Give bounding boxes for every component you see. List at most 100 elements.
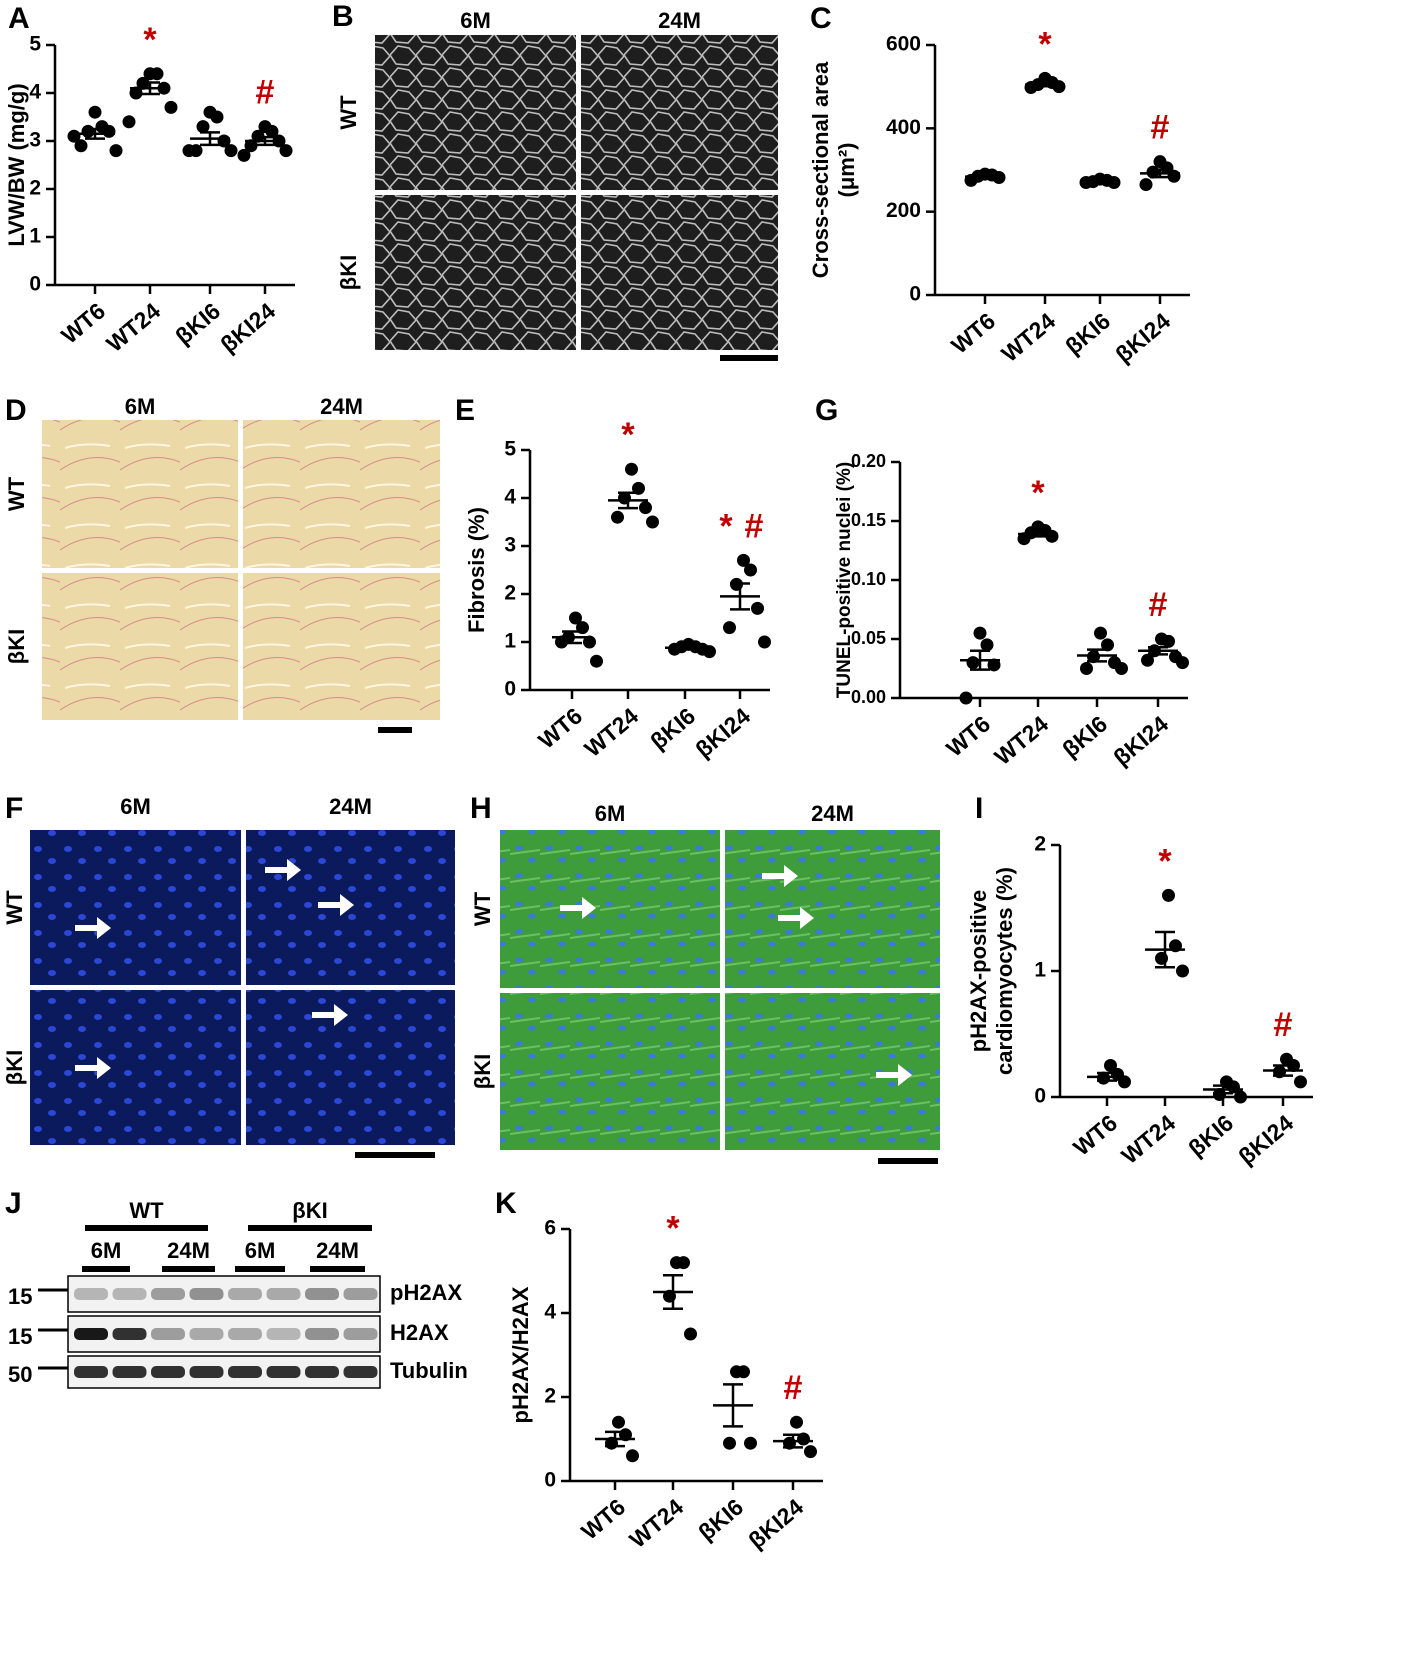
- data-point: [790, 1415, 803, 1429]
- y-tick-label: 0.05: [851, 628, 886, 648]
- y-tick-label: 0.15: [851, 510, 886, 530]
- error-bar: [1148, 646, 1168, 656]
- panel-letter: E: [455, 394, 475, 427]
- blot-band: [305, 1288, 339, 1300]
- error-bar: [1273, 1064, 1293, 1077]
- data-point: [804, 1445, 817, 1459]
- error-bar: [1090, 179, 1110, 184]
- x-tick-label: βKI24: [1110, 307, 1175, 367]
- data-point: [639, 501, 652, 515]
- significance-mark: #: [1151, 109, 1170, 147]
- y-tick-label: 0: [909, 283, 921, 306]
- arrow: [75, 917, 111, 939]
- micrograph: [246, 990, 455, 1145]
- blot-band: [74, 1366, 108, 1378]
- micrograph: [243, 573, 440, 720]
- error-bar: [1028, 530, 1048, 538]
- data-point: [150, 67, 164, 81]
- data-point: [723, 621, 736, 635]
- error-bar: [1155, 930, 1175, 969]
- y-tick-label: 1: [29, 225, 41, 248]
- data-point: [737, 553, 750, 567]
- blot-band: [228, 1328, 262, 1340]
- data-point: [569, 611, 582, 625]
- data-point: [1162, 888, 1175, 902]
- error-bar: [1087, 648, 1107, 663]
- x-tick-label: WT24: [996, 307, 1060, 366]
- group-label: βKI: [292, 1198, 327, 1223]
- column-label: 24M: [329, 794, 372, 819]
- blot-band: [266, 1288, 301, 1300]
- blot-band: [305, 1328, 339, 1340]
- micrograph: [500, 830, 720, 988]
- micrograph: [725, 830, 940, 988]
- data-point: [1162, 634, 1175, 648]
- data-point: [67, 129, 81, 143]
- y-tick-label: 0.20: [851, 451, 886, 471]
- y-tick-label: 3: [504, 534, 516, 557]
- x-tick-label: βKI24: [1108, 710, 1173, 770]
- data-point: [1118, 1075, 1131, 1089]
- blot-band: [305, 1366, 339, 1378]
- blot-band: [343, 1328, 378, 1340]
- error-bar: [970, 649, 990, 671]
- data-point: [74, 139, 88, 153]
- y-axis-label: pH2AX-positive: [966, 890, 991, 1053]
- row-label: WT: [4, 476, 29, 511]
- x-tick-label: WT24: [624, 1493, 688, 1552]
- column-label: 24M: [811, 801, 854, 826]
- data-point: [81, 124, 95, 138]
- significance-mark: #: [1149, 586, 1168, 624]
- x-tick-label: WT6: [946, 308, 1000, 359]
- micrograph: [30, 830, 241, 985]
- data-point: [244, 139, 258, 153]
- blot-band: [151, 1328, 185, 1340]
- data-point: [646, 515, 659, 529]
- x-tick-label: βKI24: [215, 297, 280, 357]
- error-bar: [1213, 1084, 1233, 1095]
- error-bar: [730, 582, 750, 611]
- significance-mark: #: [745, 507, 764, 545]
- age-label: 6M: [91, 1238, 122, 1263]
- x-tick-label: βKI24: [690, 702, 755, 762]
- x-tick-label: βKI24: [1233, 1109, 1298, 1169]
- arrow: [312, 1004, 348, 1026]
- blot-band: [266, 1366, 301, 1378]
- x-tick-label: WT6: [941, 711, 995, 762]
- y-tick-label: 2: [544, 1385, 556, 1408]
- data-point: [625, 462, 638, 476]
- error-bar: [1150, 168, 1170, 179]
- x-tick-label: WT6: [56, 298, 110, 349]
- blot-band: [74, 1288, 108, 1300]
- data-point: [684, 1327, 697, 1341]
- data-point: [129, 86, 143, 100]
- x-tick-label: WT24: [989, 710, 1053, 769]
- error-bar: [1035, 81, 1055, 88]
- y-tick-label: 1: [1034, 959, 1046, 982]
- y-axis-label: Fibrosis (%): [464, 507, 489, 633]
- panel-letter: I: [975, 792, 983, 825]
- y-tick-label: 0.00: [851, 687, 886, 707]
- column-label: 6M: [595, 801, 626, 826]
- significance-mark: #: [784, 1369, 803, 1407]
- significance-mark: *: [1158, 842, 1172, 880]
- blot-band: [112, 1328, 147, 1340]
- row-label: βKI: [470, 1054, 495, 1089]
- y-tick-label: 2: [504, 582, 516, 605]
- y-tick-label: 0: [544, 1469, 556, 1492]
- data-point: [1176, 656, 1189, 670]
- panel-letter: G: [815, 394, 838, 427]
- y-tick-label: 3: [29, 129, 41, 152]
- y-axis-label: TUNEL-positive nuclei (%): [834, 462, 855, 698]
- error-bar: [783, 1433, 803, 1449]
- data-point: [611, 510, 624, 524]
- data-point: [737, 1365, 750, 1379]
- arrow: [778, 907, 814, 929]
- blot-strip: [67, 1275, 381, 1313]
- data-point: [1141, 653, 1154, 667]
- row-label: βKI: [336, 255, 361, 290]
- row-label: βKI: [4, 629, 29, 664]
- marker-label: 15: [8, 1284, 32, 1309]
- blot-band: [112, 1366, 147, 1378]
- micrograph: [581, 35, 778, 190]
